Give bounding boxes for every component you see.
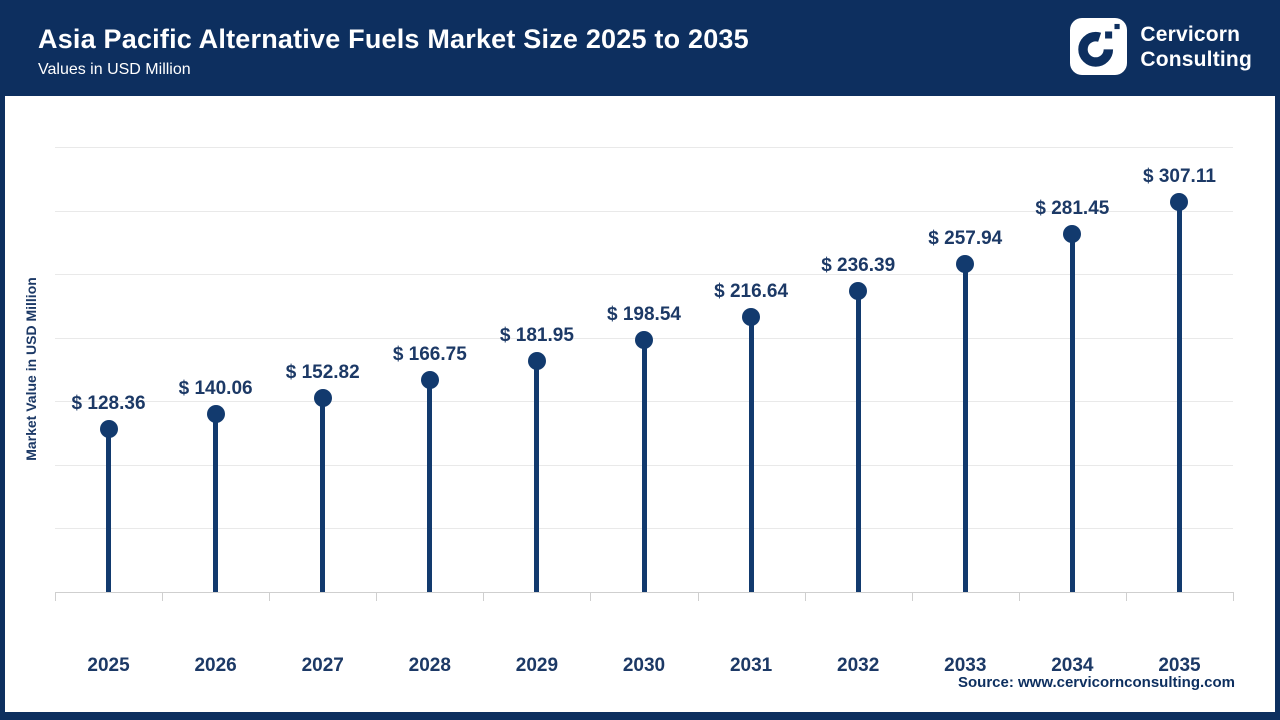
data-point-dot: [99, 419, 118, 438]
x-axis-label: 2027: [301, 655, 344, 676]
x-axis-label: 2030: [622, 655, 666, 676]
value-label: $ 140.06: [178, 377, 253, 399]
header-band: Asia Pacific Alternative Fuels Market Si…: [5, 0, 1275, 96]
x-axis-tick: [590, 592, 592, 601]
value-label: $ 281.45: [1035, 198, 1110, 220]
plot-area: $ 128.36 2025 $ 140.06 2026 $ 152.82 2027 $ 16…: [55, 147, 1234, 676]
value-label: $ 166.75: [392, 343, 467, 365]
x-axis-tick: [483, 592, 485, 601]
gridline: [55, 147, 1233, 148]
x-axis-tick: [162, 592, 164, 601]
x-axis-tick: [1018, 592, 1020, 601]
x-axis-tick: [697, 592, 699, 601]
gridline: [55, 210, 1233, 212]
data-point-stem: [106, 428, 112, 592]
value-label: $ 128.36: [71, 392, 146, 414]
data-point-stem: [1069, 234, 1075, 592]
x-axis-tick: [1233, 592, 1234, 601]
data-point-stem: [855, 291, 861, 592]
x-axis-label: 2033: [944, 655, 987, 676]
data-point-dot: [742, 307, 761, 326]
x-axis-tick: [376, 592, 378, 601]
data-point-dot: [420, 370, 439, 389]
data-point-stem: [320, 397, 326, 592]
data-point-dot: [1063, 225, 1082, 244]
value-label: $ 152.82: [285, 361, 360, 383]
data-point-dot: [527, 351, 546, 370]
x-axis-tick: [911, 592, 913, 601]
value-label: $ 181.95: [499, 324, 574, 346]
value-label: $ 216.64: [714, 280, 789, 302]
footer-bar: [5, 712, 1275, 720]
data-point-stem: [534, 360, 540, 592]
header-text-block: Asia Pacific Alternative Fuels Market Si…: [38, 17, 749, 79]
y-axis-title: Market Value in USD Million: [23, 277, 39, 461]
page-subtitle: Values in USD Million: [38, 61, 191, 79]
x-axis-tick: [55, 592, 56, 601]
x-axis-label: 2034: [1051, 655, 1094, 676]
brand-logo: Cervicorn Consulting: [1070, 18, 1252, 75]
value-label: $ 236.39: [821, 255, 896, 277]
value-label: $ 198.54: [607, 303, 681, 325]
brand-name-line1: Cervicorn: [1140, 22, 1241, 46]
data-point-dot: [313, 388, 332, 407]
value-label: $ 257.94: [928, 228, 1003, 250]
x-axis-tick: [804, 592, 806, 601]
data-point-dot: [1170, 192, 1189, 211]
cervicorn-logo-icon: [1070, 18, 1128, 75]
data-point-stem: [1176, 201, 1182, 592]
x-axis-label: 2026: [194, 655, 237, 676]
data-point-stem: [641, 339, 647, 592]
x-axis-line: [55, 592, 1233, 593]
data-point-stem: [962, 264, 968, 592]
data-point-dot: [849, 282, 868, 301]
page-title: Asia Pacific Alternative Fuels Market Si…: [38, 23, 749, 54]
data-point-stem: [427, 380, 433, 592]
x-axis-label: 2025: [87, 655, 130, 676]
source-attribution: Source: www.cervicornconsulting.com: [957, 674, 1235, 691]
x-axis-label: 2031: [729, 655, 773, 676]
x-axis-label: 2029: [515, 655, 559, 676]
x-axis-label: 2035: [1158, 655, 1201, 676]
data-point-dot: [206, 404, 225, 423]
logo-c-glyph: [1078, 23, 1120, 67]
data-point-dot: [956, 255, 975, 274]
data-point-stem: [213, 413, 219, 592]
brand-name: Cervicorn Consulting: [1140, 22, 1252, 72]
brand-name-line2: Consulting: [1140, 47, 1252, 71]
data-point-dot: [635, 330, 653, 349]
x-axis-label: 2028: [408, 655, 451, 676]
value-label: $ 307.11: [1142, 165, 1216, 187]
chart-area: Market Value in USD Million $ 128.36 2025…: [5, 96, 1275, 712]
x-axis-label: 2032: [837, 655, 880, 676]
data-point-stem: [748, 316, 754, 592]
x-axis-tick: [1125, 592, 1127, 601]
x-axis-tick: [269, 592, 271, 601]
gridline: [55, 274, 1233, 276]
